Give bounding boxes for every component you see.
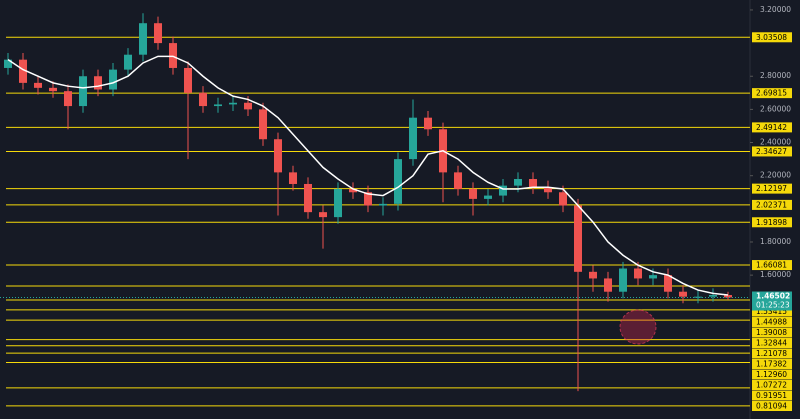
candle-body (424, 117, 432, 130)
level-label-box (752, 327, 792, 338)
candle-body (139, 23, 147, 55)
level-label-box (752, 359, 792, 370)
candle-body (319, 212, 327, 218)
candle-body (679, 291, 687, 297)
candle-body (634, 268, 642, 279)
candle-body (244, 102, 252, 110)
level-label-box (752, 306, 792, 317)
level-label: 0.91951 (756, 391, 787, 400)
candle-body (94, 76, 102, 90)
y-tick-label: 1.60000 (760, 270, 791, 279)
level-label-box (752, 32, 792, 43)
candle-body (514, 179, 522, 186)
level-label-box (752, 401, 792, 412)
candle-body (724, 295, 732, 298)
candle-body (454, 172, 462, 189)
candle-body (574, 205, 582, 272)
level-label-box (752, 122, 792, 133)
candle-body (304, 183, 312, 213)
level-label-box (752, 390, 792, 401)
moving-average (7, 55, 729, 296)
level-label-box (752, 317, 792, 328)
candle-body (169, 43, 177, 68)
level-label: 1.39008 (756, 328, 787, 337)
y-tick-label: 2.80000 (760, 71, 791, 80)
level-label: 1.17382 (756, 360, 787, 369)
candle-body (334, 188, 342, 218)
candle-body (214, 104, 222, 107)
candle-body (34, 82, 42, 88)
candle-body (79, 76, 87, 107)
level-label: 1.53415 (756, 307, 787, 316)
candle-body (274, 139, 282, 173)
candle-body (49, 87, 57, 92)
level-label: 2.12197 (756, 184, 787, 193)
candle-body (64, 91, 72, 107)
y-tick-label: 2.60000 (760, 104, 791, 113)
candle-body (559, 192, 567, 206)
level-label-box (752, 380, 792, 391)
candle-body (19, 59, 27, 83)
level-label-box (752, 183, 792, 194)
candle-body (259, 109, 267, 140)
candle-body (364, 192, 372, 206)
level-label-box (752, 199, 792, 210)
level-label-box (752, 369, 792, 380)
countdown-label: 01:25:23 (756, 301, 790, 310)
y-tick-label: 1.80000 (760, 237, 791, 246)
level-label: 1.12960 (756, 370, 787, 379)
candle-body (199, 92, 207, 107)
level-label: 2.34627 (756, 147, 787, 156)
level-label: 1.44988 (756, 318, 787, 327)
candle-body (484, 195, 492, 199)
candle-body (709, 295, 717, 297)
level-label: 1.32844 (756, 339, 787, 348)
candle-body (649, 275, 657, 279)
level-label: 3.03508 (756, 33, 787, 42)
level-label-box (752, 338, 792, 349)
level-label-box (752, 146, 792, 157)
level-label-box (752, 260, 792, 271)
candle-body (289, 172, 297, 184)
highlight-circle (619, 309, 657, 345)
candle-body (409, 117, 417, 160)
candle-body (154, 23, 162, 44)
candle-body (184, 67, 192, 93)
candle-body (469, 188, 477, 199)
candle-body (379, 203, 387, 206)
candle-body (229, 102, 237, 105)
candle-body (589, 271, 597, 279)
candle-body (4, 59, 12, 68)
candle-body (694, 296, 702, 298)
y-tick-label: 3.20000 (760, 5, 791, 14)
candle-body (109, 69, 117, 90)
candle-body (619, 268, 627, 292)
candle-body (544, 187, 552, 193)
candle-body (529, 179, 537, 188)
level-label: 0.81094 (756, 402, 787, 411)
level-label-box (752, 217, 792, 228)
level-label: 1.07272 (756, 381, 787, 390)
level-label: 2.69815 (756, 89, 787, 98)
level-label-box (752, 348, 792, 359)
candle-body (499, 185, 507, 196)
level-label-box (752, 88, 792, 99)
level-label: 1.91898 (756, 218, 787, 227)
last-price-box (752, 291, 792, 311)
candle-body (349, 188, 357, 193)
last-price-label: 1.46502 (756, 292, 790, 301)
level-label: 2.02371 (756, 200, 787, 209)
candle-body (124, 54, 132, 70)
candle-body (394, 159, 402, 204)
candle-body (604, 278, 612, 292)
y-tick-label: 2.20000 (760, 171, 791, 180)
candle-body (664, 275, 672, 292)
level-label: 2.49142 (756, 123, 787, 132)
level-label: 1.66081 (756, 261, 787, 270)
level-label: 1.21078 (756, 349, 787, 358)
y-tick-label: 2.40000 (760, 138, 791, 147)
